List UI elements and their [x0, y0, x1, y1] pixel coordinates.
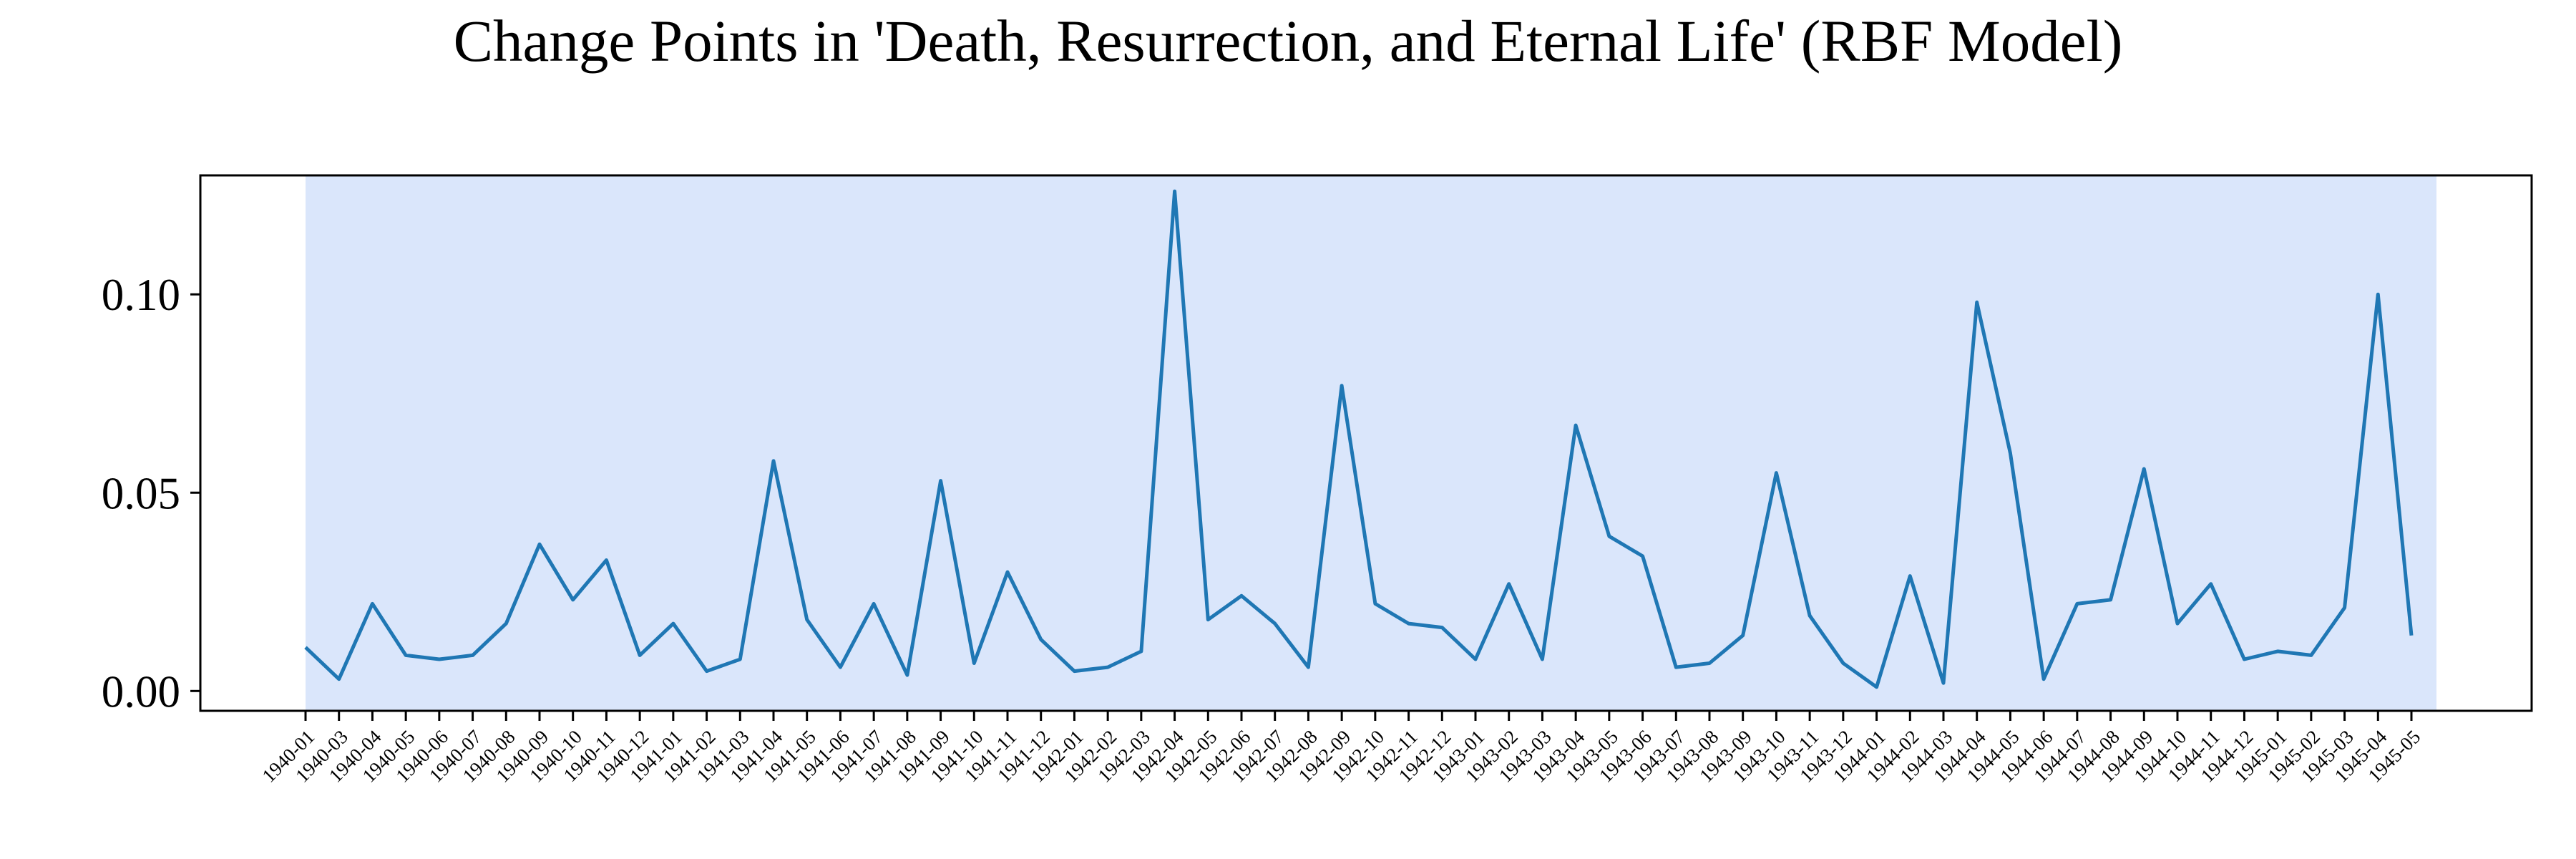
y-tick-label: 0.00: [102, 666, 180, 717]
y-tick-labels: 0.00 0.05 0.10: [102, 270, 180, 717]
chart-title: Change Points in 'Death, Resurrection, a…: [454, 8, 2123, 74]
plot-frame: [199, 174, 2533, 712]
y-tick-marks: [190, 293, 200, 692]
x-tick-marks: [304, 711, 2413, 721]
x-tick-labels: 1940-011940-031940-041940-051940-061940-…: [258, 726, 2424, 787]
series-line: [304, 189, 2414, 689]
y-tick-label: 0.05: [102, 468, 180, 518]
y-tick-label: 0.10: [102, 270, 180, 320]
shaded-region: [306, 175, 2437, 711]
